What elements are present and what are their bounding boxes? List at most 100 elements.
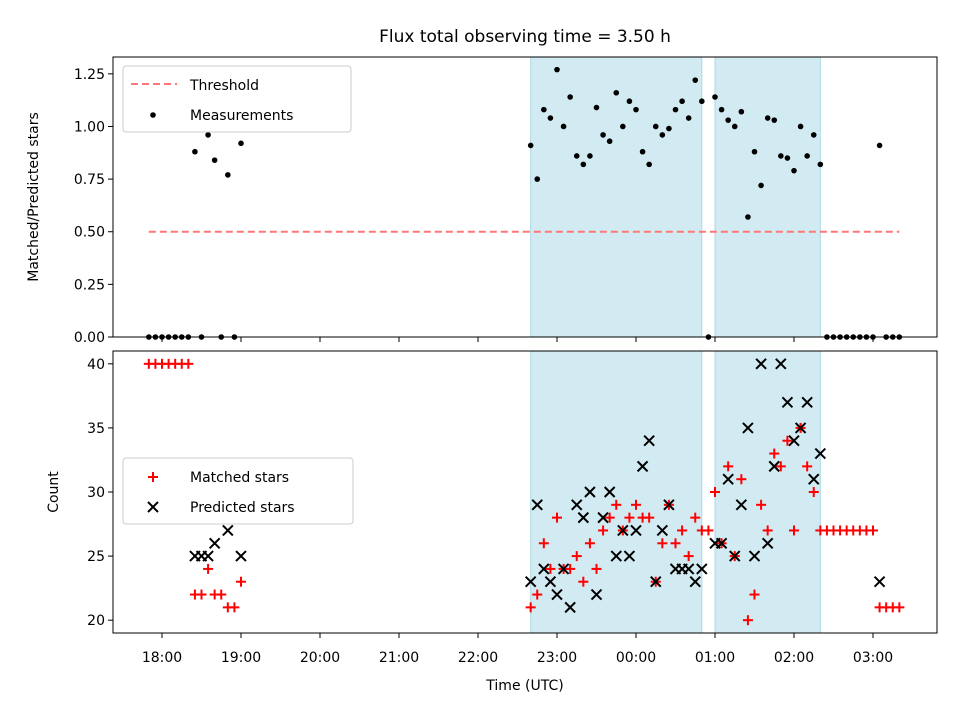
cross-b <box>663 499 675 511</box>
matched-star-point <box>229 602 240 613</box>
y-tick-label: 35 <box>87 421 105 437</box>
cross-b <box>729 550 741 562</box>
y-tick-label: 0.25 <box>74 277 105 293</box>
measurement-point <box>534 176 541 182</box>
cross-b <box>202 550 214 562</box>
predicted-star-point <box>755 358 767 370</box>
y-tick-label: 0.50 <box>74 225 105 241</box>
measurement-point <box>778 153 784 159</box>
predicted-star-point <box>808 473 820 485</box>
cross-b <box>610 550 622 562</box>
matched-star-point <box>762 525 773 536</box>
measurement-point <box>659 132 666 138</box>
matched-star-point <box>644 512 655 523</box>
matched-star-point <box>631 499 641 510</box>
predicted-star-point <box>147 501 159 513</box>
matched-star-point <box>591 563 602 574</box>
predicted-star-point <box>794 422 807 434</box>
bottom-axes-frame <box>112 350 938 634</box>
measurement-point <box>712 94 718 100</box>
measurement-point <box>192 148 198 155</box>
y-axis-label: Count <box>46 471 62 513</box>
measurement-point <box>876 142 883 149</box>
matched-star-point <box>236 576 246 587</box>
predicted-star-point <box>577 511 590 524</box>
matched-star-point <box>802 461 813 472</box>
predicted-star-point <box>564 601 576 614</box>
measurement-point <box>692 77 699 83</box>
measurement-point <box>600 132 606 138</box>
predicted-star-point <box>557 563 570 575</box>
matched-star-point <box>584 538 595 549</box>
predicted-star-point <box>551 588 563 601</box>
cross-b <box>617 524 629 537</box>
cross-b <box>761 537 774 549</box>
cross-b <box>755 358 767 370</box>
matched-star-point <box>571 551 582 562</box>
bottom-legend-box <box>122 457 354 525</box>
predicted-star-point <box>788 435 800 447</box>
measurement-point <box>580 161 587 168</box>
y-tick-label: 0.75 <box>74 172 105 188</box>
legend-measurements-label: Measurements <box>190 108 293 124</box>
predicted-star-point <box>235 550 247 562</box>
cross-b <box>235 550 247 562</box>
measurement-point <box>751 148 758 155</box>
matched-star-point <box>756 499 767 510</box>
measurement-point <box>666 125 672 132</box>
matched-star-point <box>538 538 549 549</box>
cross-b <box>597 511 609 524</box>
cross-b <box>735 499 748 511</box>
measurement-point <box>731 123 738 130</box>
matched-star-point <box>677 525 688 536</box>
cross-b <box>715 537 728 549</box>
x-tick-label: 00:00 <box>616 650 656 666</box>
cross-b <box>814 447 827 460</box>
predicted-star-point <box>748 550 761 562</box>
shaded-interval <box>530 350 703 634</box>
top-axes-frame <box>112 56 938 338</box>
cross-b <box>742 422 754 434</box>
matched-star-point <box>624 512 635 523</box>
predicted-star-point <box>715 537 728 549</box>
legend-threshold-label: Threshold <box>189 78 259 94</box>
measurement-point <box>639 148 646 155</box>
cross-b <box>794 422 807 434</box>
x-axis-label: Time (UTC) <box>485 678 563 694</box>
measurement-point <box>606 138 613 145</box>
cross-b <box>557 563 570 575</box>
measurement-point <box>620 123 626 130</box>
predicted-star-point <box>544 576 557 588</box>
measurement-point <box>238 140 244 147</box>
cross-b <box>768 460 780 473</box>
matched-star-point <box>723 461 734 472</box>
predicted-star-point <box>742 422 754 434</box>
measurement-point <box>699 98 705 105</box>
x-tick-label: 20:00 <box>300 650 340 666</box>
measurement-point <box>633 106 639 113</box>
measurement-point <box>587 153 593 159</box>
measurement-point <box>685 115 692 121</box>
cross-b <box>775 358 787 370</box>
measurement-point <box>718 106 725 113</box>
predicted-star-point <box>663 499 675 511</box>
predicted-star-point <box>202 550 214 562</box>
x-tick-label: 19:00 <box>221 650 261 666</box>
matched-star-point <box>670 538 681 549</box>
measurement-point <box>784 155 791 161</box>
cross-b <box>643 435 655 447</box>
measurement-point <box>764 115 771 121</box>
cross-b <box>147 501 159 513</box>
measurement-point <box>804 153 810 159</box>
predicted-star-point <box>682 563 695 575</box>
measurement-point <box>679 98 685 105</box>
predicted-star-point <box>775 358 787 370</box>
cross-b <box>603 486 616 498</box>
predicted-star-point <box>696 563 708 575</box>
cross-b <box>808 473 820 485</box>
measurement-point <box>797 123 804 130</box>
x-tick-label: 23:00 <box>537 650 577 666</box>
top-legend-box <box>122 65 352 133</box>
predicted-star-point <box>656 524 669 537</box>
measurement-point <box>725 117 731 123</box>
